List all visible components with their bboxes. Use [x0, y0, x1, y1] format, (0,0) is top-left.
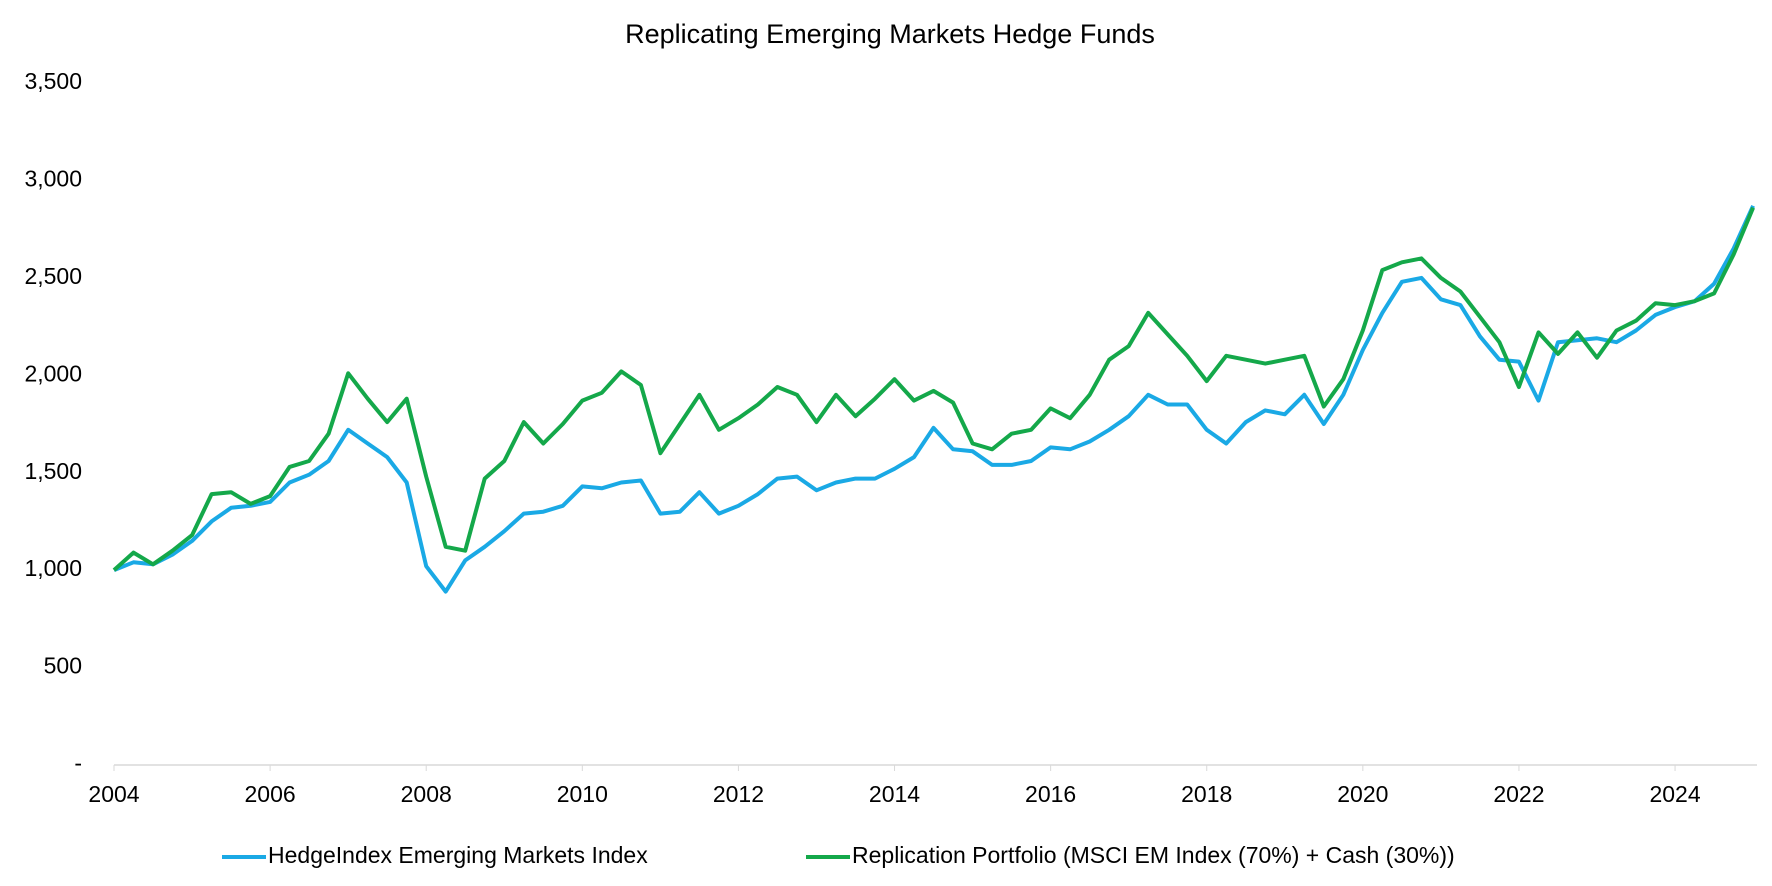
- y-tick-label: 2,000: [24, 360, 82, 386]
- x-tick-label: 2024: [1649, 781, 1700, 807]
- x-tick-label: 2006: [245, 781, 296, 807]
- y-tick-label: -: [74, 750, 82, 776]
- x-tick-label: 2022: [1493, 781, 1544, 807]
- y-tick-label: 1,000: [24, 555, 82, 581]
- y-tick-label: 1,500: [24, 458, 82, 484]
- y-tick-label: 3,500: [24, 68, 82, 94]
- data-line: [112, 206, 1755, 572]
- x-tick-label: 2014: [869, 781, 920, 807]
- x-tick-label: 2012: [713, 781, 764, 807]
- chart-title: Replicating Emerging Markets Hedge Funds: [625, 19, 1155, 49]
- x-tick-label: 2020: [1337, 781, 1388, 807]
- x-tick-label: 2018: [1181, 781, 1232, 807]
- data-line: [113, 204, 1755, 594]
- x-tick-label: 2010: [557, 781, 608, 807]
- x-tick-label: 2008: [401, 781, 452, 807]
- x-tick-label: 2004: [88, 781, 139, 807]
- x-tick-label: 2016: [1025, 781, 1076, 807]
- y-tick-label: 500: [44, 653, 82, 679]
- y-tick-label: 3,000: [24, 166, 82, 192]
- legend-label: HedgeIndex Emerging Markets Index: [268, 842, 648, 868]
- legend-label: Replication Portfolio (MSCI EM Index (70…: [852, 842, 1455, 868]
- y-tick-label: 2,500: [24, 263, 82, 289]
